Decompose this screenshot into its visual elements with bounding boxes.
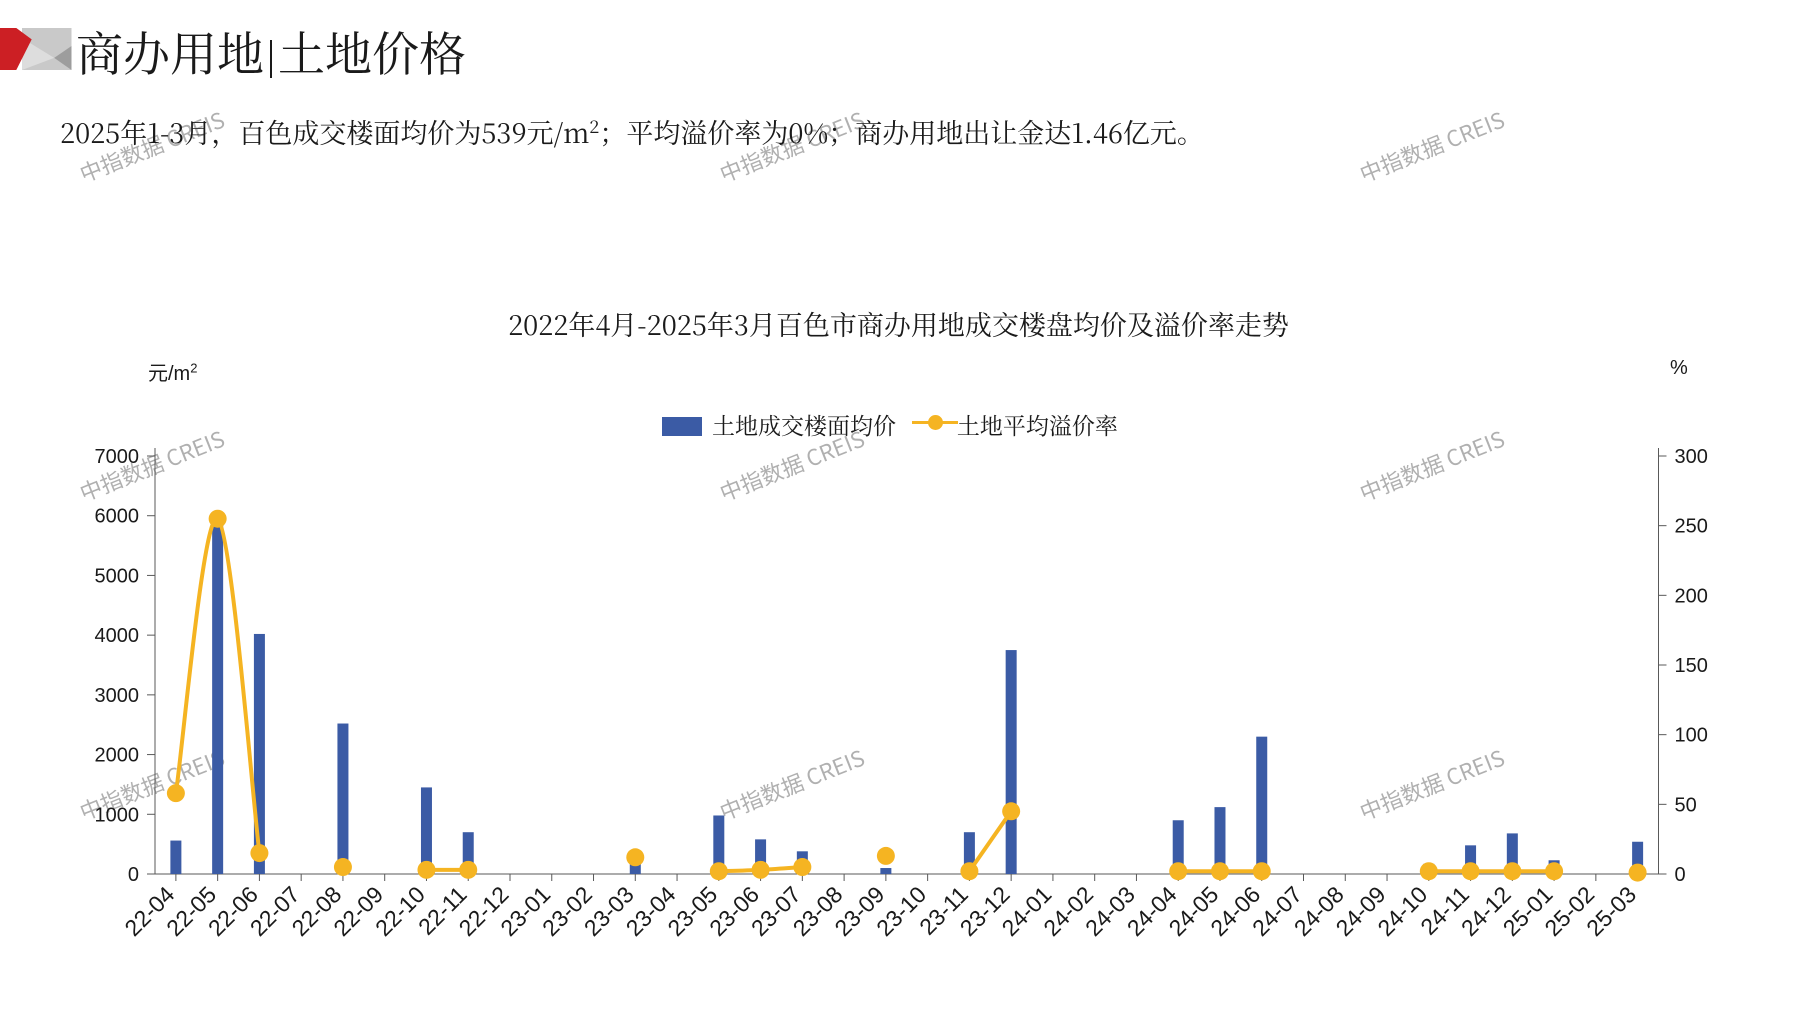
svg-text:4000: 4000 [95,625,140,647]
svg-text:150: 150 [1675,655,1708,677]
svg-text:3000: 3000 [95,685,140,707]
svg-text:1000: 1000 [95,804,140,826]
svg-text:7000: 7000 [95,446,140,468]
svg-text:2000: 2000 [95,745,140,767]
svg-text:0: 0 [1675,864,1686,886]
svg-text:100: 100 [1675,725,1708,747]
svg-text:50: 50 [1675,794,1697,816]
svg-text:22-10: 22-10 [370,881,430,941]
svg-text:5000: 5000 [95,565,140,587]
svg-text:25-03: 25-03 [1581,881,1641,941]
svg-text:300: 300 [1675,446,1708,468]
svg-text:200: 200 [1675,585,1708,607]
svg-text:6000: 6000 [95,506,140,528]
svg-text:24-10: 24-10 [1372,881,1432,941]
svg-text:250: 250 [1675,516,1708,538]
svg-text:23-10: 23-10 [871,881,931,941]
svg-text:0: 0 [128,864,139,886]
